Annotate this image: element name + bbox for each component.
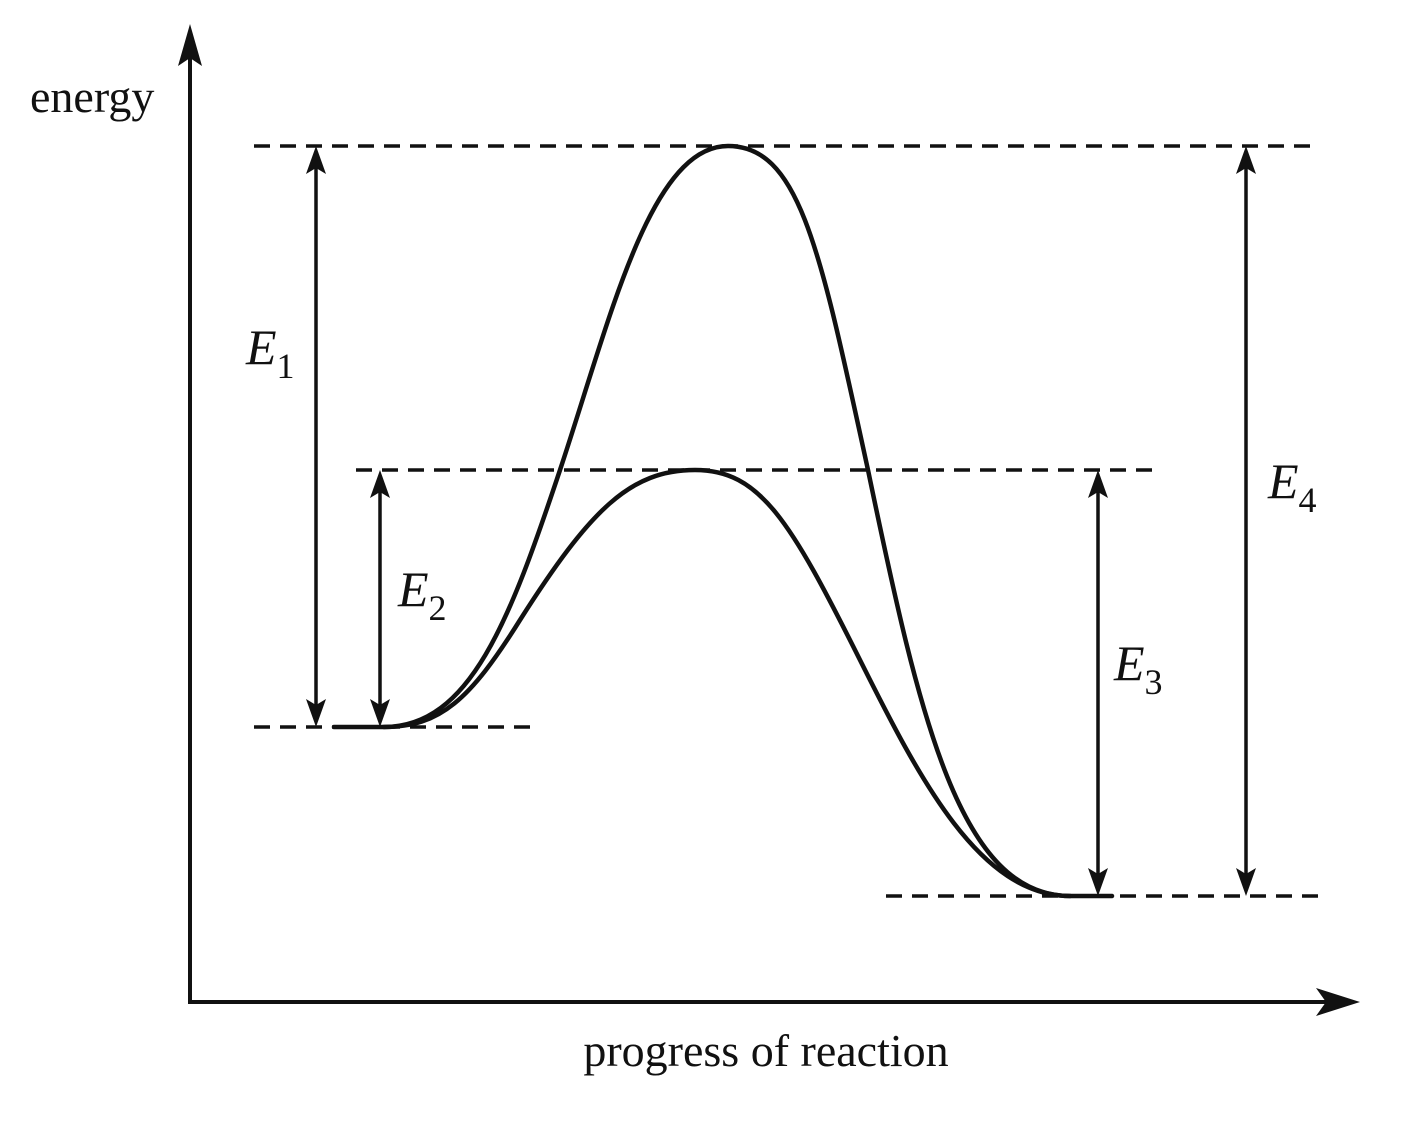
e3-bottom-arrowhead xyxy=(1088,868,1108,896)
axes: energy progress of reaction xyxy=(30,24,1360,1076)
x-axis-label: progress of reaction xyxy=(583,1025,948,1076)
catalysed-pathway xyxy=(381,467,1073,899)
e3-label: E3 xyxy=(1113,635,1163,702)
y-axis-label: energy xyxy=(30,71,154,122)
energy-arrow-e4: E4 xyxy=(1236,146,1317,896)
e1-bottom-arrowhead xyxy=(306,699,326,727)
energy-levels xyxy=(254,144,1326,898)
e2-bottom-arrowhead xyxy=(370,699,390,727)
energy-arrow-e3: E3 xyxy=(1088,470,1163,896)
e2-top-arrowhead xyxy=(370,470,390,498)
x-axis-arrowhead xyxy=(1316,988,1360,1016)
e4-top-arrowhead xyxy=(1236,146,1256,174)
energy-arrow-e2: E2 xyxy=(370,470,447,727)
energy-arrow-e1: E1 xyxy=(245,146,326,727)
e4-bottom-arrowhead xyxy=(1236,868,1256,896)
e3-top-arrowhead xyxy=(1088,470,1108,498)
e1-label: E1 xyxy=(245,319,295,386)
reaction-curves xyxy=(331,143,1115,899)
y-axis-arrowhead xyxy=(178,24,202,66)
e1-top-arrowhead xyxy=(306,146,326,174)
e4-label: E4 xyxy=(1267,453,1317,520)
e2-label: E2 xyxy=(397,561,447,628)
uncatalysed-pathway xyxy=(331,143,1115,899)
